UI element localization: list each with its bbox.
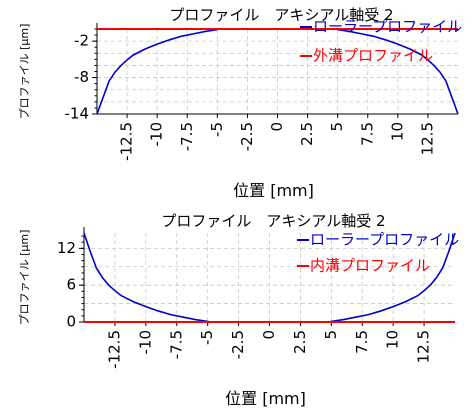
- legend-entry: ローラープロファイル: [313, 18, 462, 36]
- legend-entry: 外溝プロファイル: [313, 47, 433, 65]
- x-tick-label: 5: [328, 122, 346, 132]
- x-tick-label: -12.5: [105, 330, 123, 369]
- x-tick-label: -7.5: [167, 330, 185, 359]
- chart-title: プロファイル アキシアル軸受 2: [161, 212, 385, 230]
- x-tick-label: 12.5: [415, 330, 433, 363]
- y-tick-label: -2: [74, 32, 89, 50]
- x-tick-label: -5: [208, 122, 226, 137]
- x-tick-label: 12.5: [418, 122, 436, 155]
- x-tick-label: -2.5: [238, 122, 256, 151]
- chart-title: プロファイル アキシアル軸受 2: [169, 6, 393, 24]
- y-tick-label: -14: [65, 105, 90, 123]
- x-axis-label: 位置 [mm]: [225, 389, 306, 408]
- chart-panel-1: -12.5 -10 -7.5 -5 -2.5 0 2.5 5 7.5 10 12.5 -2 -8 -14 プ…: [18, 6, 462, 200]
- legend-entry: ローラープロファイル: [310, 231, 459, 249]
- x-tick-label: -12.5: [118, 122, 136, 161]
- x-axis-label: 位置 [mm]: [233, 181, 314, 200]
- y-axis-label: プロファイル [μm]: [18, 24, 31, 120]
- x-tick-label: 7.5: [358, 122, 376, 146]
- x-tick-label: 0: [268, 122, 286, 132]
- y-tick-label: -8: [74, 68, 89, 86]
- x-tick-label: -5: [198, 330, 216, 345]
- x-tick-label: 2.5: [298, 122, 316, 146]
- x-tick-label: -7.5: [178, 122, 196, 151]
- chart-panel-2: -12.5 -10 -7.5 -5 -2.5 0 2.5 5 7.5 10 12.5 0 6 12 プロファ…: [18, 212, 459, 408]
- y-axis-label: プロファイル [μm]: [18, 230, 31, 326]
- x-tick-label: 10: [384, 330, 402, 349]
- x-tick-label: 10: [388, 122, 406, 141]
- y-tick-label: 12: [57, 239, 76, 257]
- x-tick-label: -2.5: [229, 330, 247, 359]
- x-tick-label: 0: [260, 330, 278, 340]
- x-tick-label: 2.5: [291, 330, 309, 354]
- x-tick-label: 5: [322, 330, 340, 340]
- x-tick-label: 7.5: [353, 330, 371, 354]
- y-tick-label: 6: [66, 276, 76, 294]
- x-tick-label: -10: [136, 330, 154, 355]
- legend-entry: 内溝プロファイル: [310, 257, 430, 275]
- x-tick-label: -10: [148, 122, 166, 147]
- y-tick-label: 0: [66, 313, 76, 331]
